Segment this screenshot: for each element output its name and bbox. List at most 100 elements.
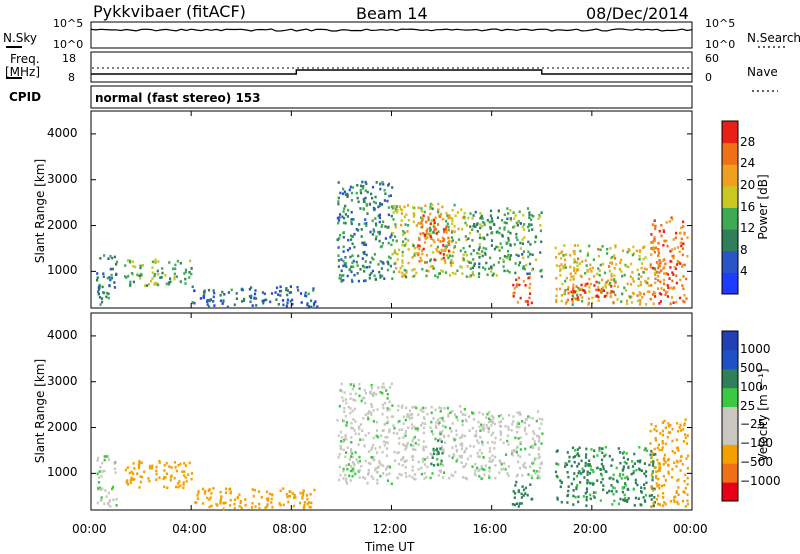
heatmap-cell: [350, 210, 353, 214]
heatmap-cell: [658, 229, 661, 233]
colorbar-tick-label: 12: [740, 221, 756, 236]
heatmap-cell: [167, 281, 170, 284]
heatmap-cell: [626, 302, 629, 305]
heatmap-cell: [438, 469, 441, 473]
heatmap-cell: [223, 293, 226, 296]
heatmap-cell: [418, 247, 421, 251]
heatmap-cell: [181, 470, 184, 473]
heatmap-cell: [373, 253, 376, 256]
heatmap-cell: [506, 217, 509, 221]
heatmap-cell: [367, 461, 370, 465]
heatmap-cell: [522, 488, 526, 492]
heatmap-cell: [423, 210, 426, 214]
heatmap-cell: [426, 465, 429, 469]
heatmap-cell: [363, 389, 366, 392]
heatmap-cell: [97, 290, 100, 294]
heatmap-cell: [410, 423, 414, 426]
heatmap-cell: [475, 435, 478, 438]
heatmap-cell: [639, 503, 642, 506]
heatmap-cell: [338, 273, 342, 277]
heatmap-cell: [459, 436, 462, 440]
heatmap-cell: [377, 386, 380, 389]
heatmap-cell: [421, 406, 425, 410]
heatmap-cell: [262, 299, 265, 303]
heatmap-cell: [370, 448, 373, 451]
heatmap-cell: [452, 251, 455, 254]
heatmap-cell: [285, 287, 288, 290]
heatmap-cell: [100, 496, 103, 499]
heatmap-cell: [358, 394, 361, 398]
heatmap-cell: [402, 230, 405, 233]
heatmap-cell: [408, 474, 411, 478]
heatmap-cell: [639, 300, 642, 304]
heatmap-cell: [379, 187, 382, 191]
freq-panel-frame: [90, 51, 693, 83]
heatmap-cell: [560, 263, 563, 266]
heatmap-cell: [417, 206, 420, 209]
heatmap-cell: [559, 274, 562, 277]
heatmap-cell: [376, 482, 379, 485]
heatmap-cell: [182, 486, 185, 490]
heatmap-cell: [511, 423, 514, 426]
heatmap-cell: [378, 239, 381, 243]
heatmap-cell: [379, 245, 382, 249]
heatmap-cell: [614, 244, 617, 247]
heatmap-cell: [368, 202, 371, 206]
heatmap-cell: [362, 208, 365, 211]
heatmap-cell: [380, 203, 384, 206]
heatmap-cell: [476, 230, 479, 233]
heatmap-cell: [657, 250, 660, 253]
heatmap-cell: [686, 499, 689, 502]
heatmap-cell: [462, 476, 465, 479]
heatmap-cell: [397, 462, 401, 466]
heatmap-cell: [354, 392, 357, 396]
heatmap-cell: [539, 224, 542, 227]
heatmap-cell: [235, 297, 238, 300]
heatmap-cell: [514, 271, 517, 275]
heatmap-cell: [364, 243, 368, 247]
heatmap-cell: [660, 287, 663, 290]
heatmap-cell: [301, 493, 305, 496]
heatmap-cell: [132, 280, 135, 284]
heatmap-cell: [195, 501, 198, 504]
heatmap-cell: [101, 470, 104, 473]
heatmap-cell: [686, 236, 689, 239]
heatmap-cell: [491, 231, 494, 234]
heatmap-cell: [671, 427, 674, 431]
heatmap-cell: [614, 281, 617, 284]
heatmap-cell: [385, 389, 388, 392]
heatmap-cell: [352, 383, 355, 386]
heatmap-cell: [182, 481, 185, 484]
heatmap-cell: [371, 392, 374, 396]
heatmap-cell: [442, 450, 445, 453]
heatmap-cell: [244, 498, 247, 501]
heatmap-cell: [671, 217, 674, 221]
heatmap-cell: [520, 496, 523, 499]
heatmap-cell: [97, 487, 100, 490]
heatmap-cell: [652, 489, 655, 492]
heatmap-cell: [677, 486, 680, 489]
heatmap-cell: [679, 241, 682, 245]
x-tick-label: 04:00: [172, 522, 207, 536]
heatmap-cell: [677, 502, 680, 506]
heatmap-cell: [469, 454, 472, 458]
heatmap-cell: [151, 260, 154, 264]
heatmap-cell: [430, 405, 433, 409]
heatmap-cell: [669, 266, 672, 269]
heatmap-cell: [639, 280, 642, 284]
heatmap-cell: [499, 433, 502, 436]
heatmap-cell: [453, 224, 456, 228]
heatmap-cell: [404, 432, 407, 436]
heatmap-cell: [386, 199, 389, 203]
heatmap-cell: [472, 258, 475, 261]
heatmap-cell: [461, 423, 464, 427]
heatmap-cell: [143, 470, 146, 474]
y-tick-label: 1000: [47, 465, 78, 480]
heatmap-cell: [337, 200, 340, 203]
heatmap-cell: [661, 504, 665, 507]
heatmap-cell: [527, 303, 530, 306]
heatmap-cell: [643, 267, 646, 270]
heatmap-cell: [358, 459, 361, 463]
heatmap-cell: [413, 435, 416, 439]
heatmap-cell: [517, 505, 520, 508]
